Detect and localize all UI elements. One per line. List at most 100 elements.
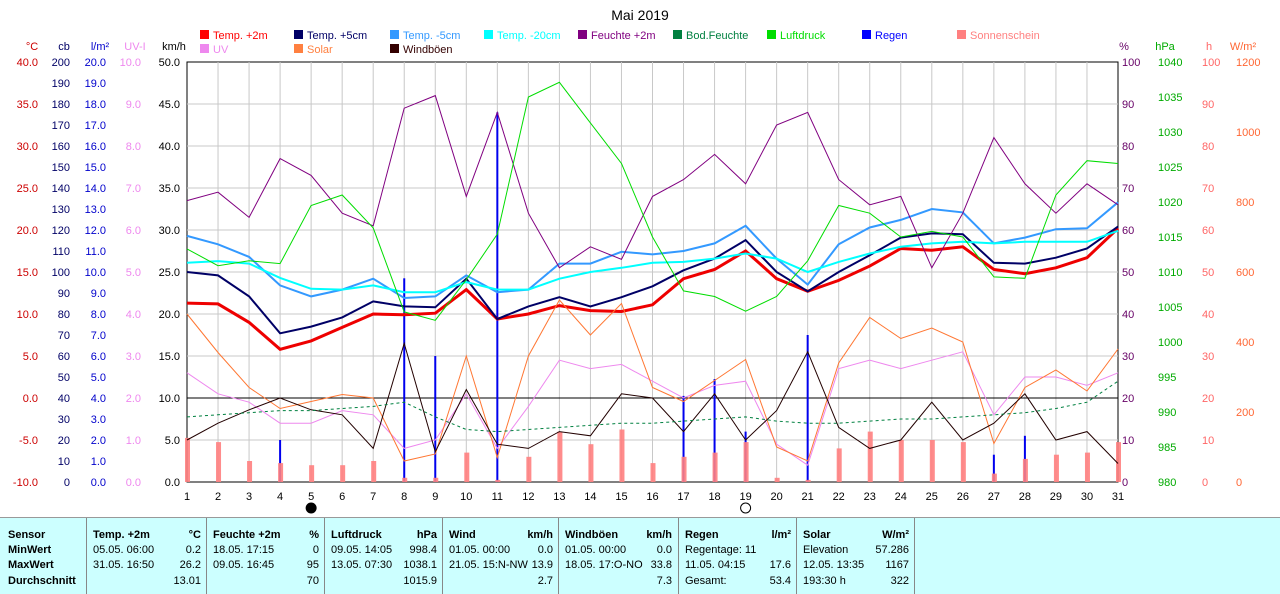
legend-swatch [767,30,776,39]
bar-sonnenschein [960,442,966,482]
axis-tick-rain: 2.0 [91,435,106,447]
bar-sonnenschein [991,473,997,482]
legend-swatch [957,30,966,39]
axis-label-rain: l/m² [91,41,110,53]
axis-tick-temp: 0.0 [23,393,38,405]
axis-tick-uv: 4.0 [126,309,141,321]
axis-tick-rain: 19.0 [85,78,106,90]
axis-tick-temp: -10.0 [13,477,38,489]
axis-tick-uv: 7.0 [126,183,141,195]
x-tick-label: 29 [1050,491,1062,503]
axis-tick-temp: 30.0 [17,141,38,153]
stats-windboeen-value: 33.8 [650,559,672,571]
stats-luftdruck-value: 998.4 [409,544,437,556]
x-tick-label: 3 [246,491,252,503]
axis-tick-wind: 5.0 [165,435,180,447]
legend-entry: Bod.Feuchte [686,30,748,42]
bar-regen [279,440,282,482]
axis-tick-pressure: 995 [1158,372,1176,384]
axis-tick-wind: 35.0 [159,183,180,195]
axis-tick-rain: 6.0 [91,351,106,363]
axis-tick-rain: 16.0 [85,141,106,153]
bar-sonnenschein [898,440,904,482]
series-line [186,351,1119,466]
axis-label-cb: cb [58,41,70,53]
stats-temp-header: Temp. +2m [93,529,150,541]
axis-tick-cb: 10 [58,456,70,468]
stats-luftdruck-time: 13.05. 07:30 [331,559,393,571]
stats-feuchte-value: 70 [306,575,319,587]
axis-tick-solar: 1000 [1236,127,1260,139]
stats-luftdruck-unit: hPa [416,529,437,541]
bar-sonnenschein [309,465,315,482]
axis-tick-uv: 0.0 [126,477,141,489]
axis-tick-cb: 160 [52,141,70,153]
x-tick-label: 18 [708,491,720,503]
x-tick-label: 26 [957,491,969,503]
stats-windboeen-time: 01.05. 00:00 [565,544,627,556]
stats-empty-column [914,518,1280,594]
axis-tick-wind: 40.0 [159,141,180,153]
series-line [186,81,1119,321]
axis-tick-rain: 15.0 [85,162,106,174]
series-line [186,229,1119,294]
stats-windboeen-time: 18.05. 17:O-NO [565,559,643,571]
axis-label-uv: UV-I [124,41,145,53]
stats-temp-time: 31.05. 16:50 [93,559,155,571]
axis-tick-solar: 200 [1236,407,1254,419]
axis-tick-humidity: 80 [1122,141,1134,153]
axis-tick-cb: 80 [58,309,70,321]
axis-tick-solar: 800 [1236,197,1254,209]
axis-tick-pressure: 1020 [1158,197,1182,209]
axis-tick-cb: 90 [58,288,70,300]
stats-solar-value: 57.286 [875,544,909,556]
axis-tick-wind: 25.0 [159,267,180,279]
axis-tick-rain: 18.0 [85,99,106,111]
axis-tick-cb: 50 [58,372,70,384]
axis-tick-temp: 10.0 [17,309,38,321]
stats-solar-value: 322 [890,575,909,587]
x-tick-label: 16 [646,491,658,503]
legend-entry: Sonnenschein [970,30,1040,42]
axis-tick-uv: 2.0 [126,393,141,405]
axis-tick-sun: 70 [1202,183,1214,195]
axis-label-sun: h [1206,41,1212,53]
series-line [186,227,1120,351]
axis-tick-wind: 0.0 [165,477,180,489]
series-line [186,225,1119,335]
axis-tick-pressure: 990 [1158,407,1176,419]
legend-swatch [578,30,587,39]
legend-entry: Windböen [403,44,453,56]
axis-tick-rain: 13.0 [85,204,106,216]
axis-tick-rain: 14.0 [85,183,106,195]
x-tick-label: 23 [864,491,876,503]
x-tick-label: 20 [771,491,783,503]
axis-tick-rain: 12.0 [85,225,106,237]
bar-regen [713,379,716,482]
axis-tick-temp: 15.0 [17,267,38,279]
stats-luftdruck-header: Luftdruck [331,529,382,541]
x-tick-label: 9 [432,491,438,503]
series-line [186,299,1119,462]
axis-tick-wind: 10.0 [159,393,180,405]
stats-feuchte-header: Feuchte +2m [213,529,281,541]
axis-label-humidity: % [1119,41,1129,53]
axis-tick-pressure: 1010 [1158,267,1182,279]
bar-sonnenschein [681,456,687,482]
axis-tick-humidity: 40 [1122,309,1134,321]
stats-solar-time: 193:30 h [803,575,846,587]
x-tick-label: 15 [615,491,627,503]
stats-temp-time: 05.05. 06:00 [93,544,155,556]
legend-entry: Luftdruck [780,30,826,42]
legend-swatch [294,44,303,53]
legend-swatch [200,30,209,39]
axis-tick-solar: 1200 [1236,57,1260,69]
legend-entry: Temp. +5cm [307,30,367,42]
axis-tick-rain: 9.0 [91,288,106,300]
x-tick-label: 1 [184,491,190,503]
axis-tick-cb: 30 [58,414,70,426]
axis-tick-uv: 9.0 [126,99,141,111]
bar-sonnenschein [185,437,190,482]
axis-tick-temp: 5.0 [23,351,38,363]
x-tick-label: 13 [553,491,565,503]
